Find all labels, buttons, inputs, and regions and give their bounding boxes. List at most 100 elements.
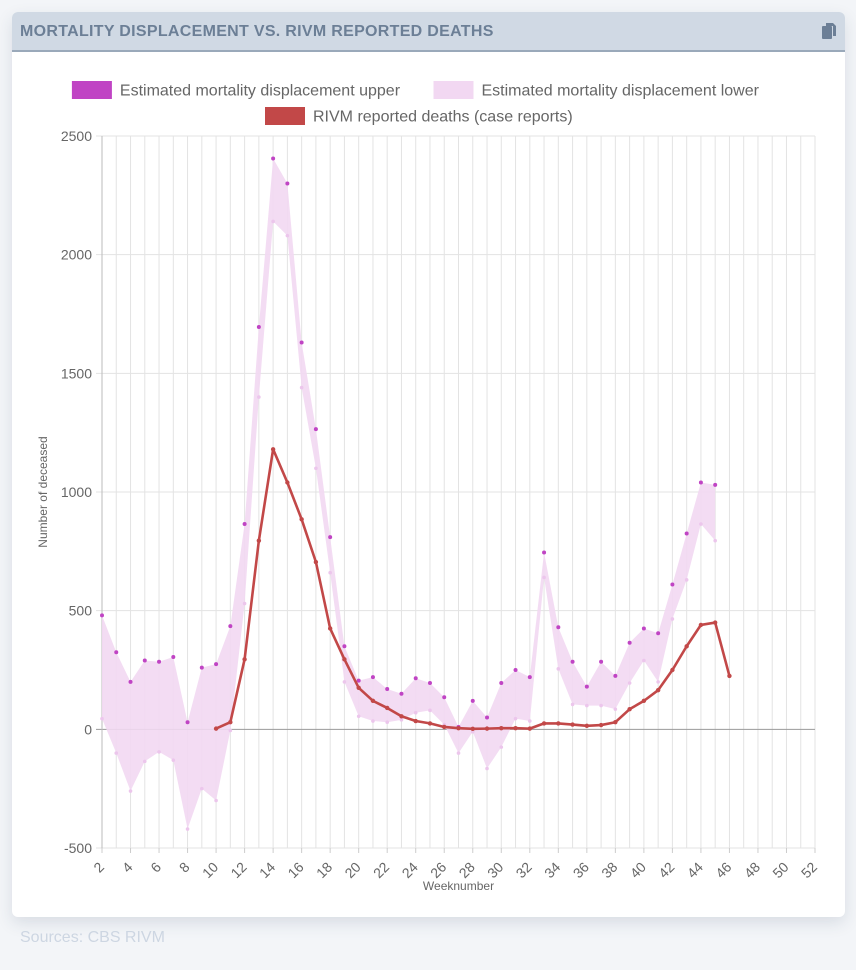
rivm-point [670, 667, 675, 673]
rivm-point [413, 718, 418, 724]
legend-rivm-label: RIVM reported deaths (case reports) [313, 109, 573, 126]
lower-point [413, 710, 418, 715]
x-tick-label: 16 [284, 859, 306, 881]
lower-point [670, 617, 675, 621]
x-tick-label: 10 [199, 859, 221, 881]
x-tick-label: 18 [313, 859, 335, 881]
upper-point [656, 631, 661, 636]
y-axis-title: Number of deceased [36, 436, 50, 547]
lower-point [385, 720, 390, 725]
legend-upper-swatch [71, 81, 112, 99]
upper-point [299, 340, 304, 345]
lower-point [499, 745, 504, 749]
upper-point [399, 691, 404, 696]
upper-point [171, 654, 176, 659]
lower-point [456, 751, 461, 755]
rivm-point [427, 721, 433, 726]
lower-point [228, 728, 233, 733]
x-tick-label: 4 [119, 859, 136, 876]
chart-card: MORTALITY DISPLACEMENT VS. RIVM REPORTED… [12, 12, 845, 917]
x-tick-label: 28 [456, 859, 478, 881]
x-tick-label: 44 [684, 859, 706, 881]
rivm-point [527, 726, 532, 731]
x-tick-label: 22 [370, 859, 392, 881]
lower-point [142, 759, 147, 764]
upper-point [199, 665, 204, 670]
lower-point [713, 538, 717, 543]
rivm-point [655, 687, 661, 693]
lower-point [613, 707, 618, 711]
rivm-point [727, 673, 732, 679]
x-tick-label: 32 [513, 859, 535, 881]
upper-point [114, 650, 119, 655]
x-tick-label: 52 [798, 859, 820, 881]
displacement-band [102, 158, 716, 830]
rivm-point [370, 698, 376, 704]
upper-point [427, 681, 432, 686]
upper-point [285, 181, 290, 186]
upper-point [542, 550, 547, 555]
upper-point [570, 659, 575, 664]
x-tick-label: 38 [598, 859, 620, 881]
legend-rivm-swatch [265, 107, 305, 125]
x-tick-label: 36 [570, 859, 592, 881]
upper-point [256, 325, 261, 330]
upper-point [271, 156, 276, 161]
upper-point [670, 582, 675, 587]
rivm-point [256, 538, 262, 543]
upper-point [142, 658, 147, 663]
rivm-point [484, 726, 490, 731]
lower-point [171, 758, 176, 762]
legend-upper-label: Estimated mortality displacement upper [120, 83, 401, 100]
lower-point [513, 716, 518, 721]
x-tick-label: 20 [341, 859, 363, 881]
rivm-point [584, 723, 590, 728]
rivm-point [570, 722, 575, 727]
x-tick-label: 46 [712, 859, 734, 881]
y-tick-label: 0 [84, 721, 92, 737]
lower-point [399, 718, 404, 722]
rivm-point [627, 706, 632, 712]
lower-point [356, 714, 361, 719]
upper-point [613, 673, 618, 678]
lower-point [314, 466, 318, 471]
copy-icon[interactable] [821, 22, 837, 40]
rivm-point [641, 698, 647, 704]
upper-point [499, 681, 504, 686]
sources-note: Sources: CBS RIVM [20, 929, 165, 946]
lower-point [556, 667, 561, 671]
lower-point [342, 680, 347, 684]
lower-point [157, 750, 161, 754]
rivm-point [285, 480, 290, 485]
x-tick-label: 34 [541, 859, 563, 881]
upper-point [242, 522, 247, 527]
upper-point [370, 675, 375, 680]
rivm-point [385, 705, 390, 711]
lower-point [627, 681, 632, 685]
lower-point [656, 680, 660, 684]
rivm-point [327, 626, 333, 631]
lower-point [599, 703, 603, 708]
upper-point [713, 482, 718, 487]
lower-point [485, 766, 489, 771]
lower-point [200, 786, 204, 791]
upper-point [157, 659, 162, 664]
rivm-point [299, 517, 304, 522]
lower-point [528, 719, 532, 723]
lower-point [585, 703, 589, 708]
x-tick-label: 30 [484, 859, 506, 881]
rivm-point [541, 721, 547, 726]
upper-point [684, 531, 689, 536]
y-tick-label: 1500 [61, 365, 92, 381]
y-tick-label: 2500 [61, 128, 92, 144]
lower-point [299, 385, 304, 390]
lower-point [214, 798, 218, 803]
upper-point [556, 625, 561, 630]
rivm-point [313, 559, 319, 565]
lower-point [328, 570, 332, 575]
y-tick-label: -500 [64, 840, 92, 856]
upper-point [385, 686, 390, 691]
lower-point [371, 719, 375, 723]
upper-point [100, 613, 104, 618]
lower-point [257, 395, 261, 399]
